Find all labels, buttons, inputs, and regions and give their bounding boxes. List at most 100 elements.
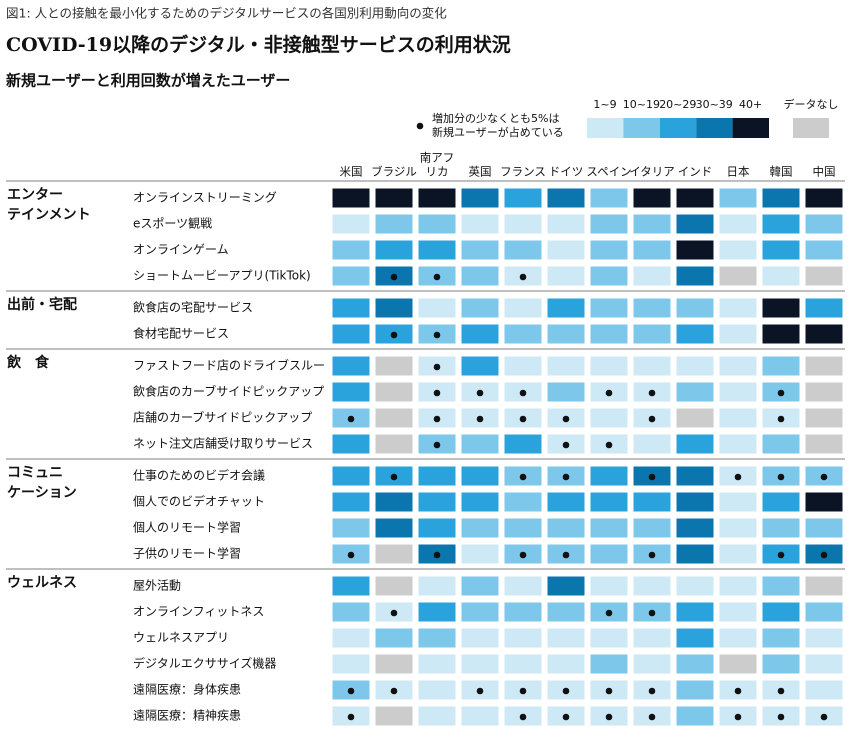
legend-swatch [659, 118, 697, 138]
cell [719, 544, 757, 564]
cell [633, 266, 671, 286]
cell [805, 188, 843, 208]
legend-label: 20~29 [659, 98, 696, 111]
cell [332, 602, 370, 622]
dot-legend [416, 122, 424, 130]
legend-label: データなし [784, 97, 839, 111]
cell [375, 356, 413, 376]
cell [719, 518, 757, 538]
cell [332, 628, 370, 648]
new-user-dot [777, 415, 785, 423]
group-label: コミュニ [7, 465, 63, 481]
cell [504, 298, 542, 318]
cell [676, 576, 714, 596]
cell [332, 240, 370, 260]
row-label: 飲食店のカーブサイドピックアップ [133, 384, 324, 399]
cell [418, 654, 456, 674]
row-label: 店舗のカーブサイドピックアップ [133, 410, 312, 425]
cell [719, 356, 757, 376]
cell [719, 602, 757, 622]
cell [676, 680, 714, 700]
country-label: イタリア [629, 165, 675, 179]
cell [461, 466, 499, 486]
cell [633, 214, 671, 234]
cell [805, 518, 843, 538]
cell [332, 266, 370, 286]
cell [676, 240, 714, 260]
cell [762, 518, 800, 538]
cell [547, 492, 585, 512]
cell [719, 240, 757, 260]
country-label: 中国 [813, 165, 836, 179]
cell [805, 324, 843, 344]
cell [461, 518, 499, 538]
cell [633, 628, 671, 648]
new-user-dot [519, 415, 527, 423]
dot-note: 新規ユーザーが占めている [432, 125, 564, 139]
row-label: 飲食店の宅配サービス [133, 300, 253, 315]
cell [504, 214, 542, 234]
cell [762, 356, 800, 376]
cell [504, 356, 542, 376]
new-user-dot [390, 273, 398, 281]
cell [590, 214, 628, 234]
cell [418, 706, 456, 726]
legend-swatch [732, 118, 769, 138]
cell [504, 602, 542, 622]
cell [418, 602, 456, 622]
cell [805, 298, 843, 318]
cell [590, 266, 628, 286]
new-user-dot [519, 551, 527, 559]
new-user-dot [562, 713, 570, 721]
cell [547, 654, 585, 674]
cell [461, 576, 499, 596]
cell [676, 654, 714, 674]
cell [590, 188, 628, 208]
cell [332, 518, 370, 538]
row-label: オンラインゲーム [133, 243, 229, 257]
cell [375, 628, 413, 648]
cell [375, 434, 413, 454]
country-label: 韓国 [770, 165, 793, 179]
cell [590, 492, 628, 512]
country-label: ドイツ [549, 165, 584, 179]
cell [461, 602, 499, 622]
cell [676, 188, 714, 208]
group-label: テインメント [7, 207, 91, 223]
cell [504, 654, 542, 674]
cell [332, 492, 370, 512]
cell [418, 628, 456, 648]
row-label: ネット注文店舗受け取りサービス [133, 436, 313, 451]
new-user-dot [648, 389, 656, 397]
row-label: デジタルエクササイズ機器 [133, 656, 276, 671]
row-label: ショートムービーアプリ(TikTok) [133, 269, 311, 283]
cell [332, 382, 370, 402]
cell [805, 654, 843, 674]
cell [418, 576, 456, 596]
cell [332, 654, 370, 674]
cell [375, 654, 413, 674]
new-user-dot [562, 473, 570, 481]
cell [805, 434, 843, 454]
row-label: オンラインフィットネス [133, 605, 264, 619]
cell [547, 298, 585, 318]
country-label: スペイン [586, 165, 631, 179]
cell [418, 492, 456, 512]
new-user-dot [390, 609, 398, 617]
cell [719, 434, 757, 454]
caption: 図1: 人との接触を最小化するためのデジタルサービスの各国別利用動向の変化 [6, 6, 447, 21]
new-user-dot [605, 713, 613, 721]
new-user-dot [777, 551, 785, 559]
cell [461, 188, 499, 208]
cell [676, 602, 714, 622]
new-user-dot [433, 415, 441, 423]
new-user-dot [433, 273, 441, 281]
cell [418, 466, 456, 486]
cell [762, 628, 800, 648]
cell [504, 324, 542, 344]
cell [375, 214, 413, 234]
cell [418, 680, 456, 700]
new-user-dot [433, 389, 441, 397]
cell [805, 492, 843, 512]
cell [547, 602, 585, 622]
